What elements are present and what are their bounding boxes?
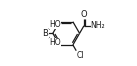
- Text: HO: HO: [49, 20, 61, 29]
- Text: B: B: [42, 29, 48, 38]
- Text: NH₂: NH₂: [91, 21, 105, 30]
- Text: Cl: Cl: [76, 51, 84, 60]
- Text: HO: HO: [49, 38, 61, 47]
- Text: O: O: [81, 10, 87, 19]
